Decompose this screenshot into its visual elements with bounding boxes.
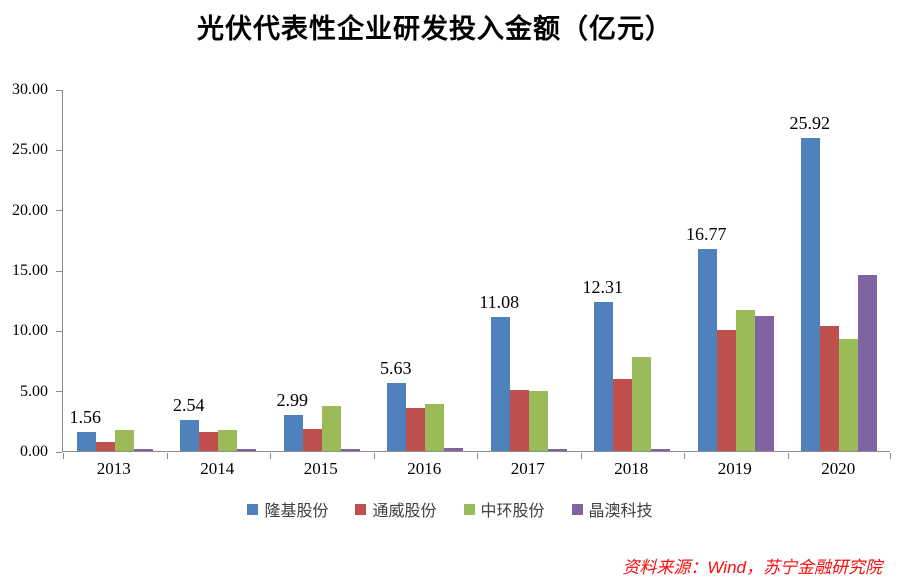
x-axis-tick [166,453,168,459]
legend-label: 中环股份 [480,503,545,520]
bar-隆基股份-2015 [283,414,303,451]
y-axis-label: 20.00 [12,201,48,219]
bar-中环股份-2017 [528,391,548,451]
legend-swatch [247,503,259,515]
legend-item-通威股份: 通威股份 [355,497,437,521]
bar-隆基股份-2016 [387,383,407,451]
x-axis-tick [63,453,64,459]
bar-通威股份-2015 [302,428,322,451]
y-axis-label: 25.00 [12,141,48,159]
y-axis-label: 0.00 [20,443,48,460]
bar-隆基股份-2014 [180,420,200,451]
chart-title: 光伏代表性企业研发投入金额（亿元） [197,14,673,44]
bar-通威股份-2014 [199,432,219,451]
x-axis-label: 2016 [407,459,442,478]
bar-通威股份-2019 [716,330,736,451]
plot-area [56,89,891,459]
x-axis-label: 2020 [821,459,856,478]
bar-中环股份-2018 [632,357,652,451]
bar-通威股份-2016 [406,407,426,451]
bar-中环股份-2015 [321,406,341,451]
bar-通威股份-2018 [613,378,633,451]
y-axis-tick [56,330,62,332]
x-axis-label: 2018 [614,459,649,478]
y-axis-label: 5.00 [20,382,48,400]
bar-data-label: 2.99 [276,389,309,410]
bar-通威股份-2017 [509,390,529,451]
bar-data-label: 25.92 [789,113,831,134]
x-axis-label: 2017 [510,459,545,478]
y-axis-tick [56,391,62,393]
x-axis-label: 2015 [303,459,338,478]
bar-data-label: 16.77 [686,223,727,244]
bar-晶澳科技-2014 [237,449,257,451]
bar-隆基股份-2019 [697,248,717,451]
bar-晶澳科技-2019 [754,315,774,451]
bar-隆基股份-2013 [76,432,96,451]
bar-晶澳科技-2013 [133,449,153,451]
bar-隆基股份-2017 [490,317,510,451]
chart-legend: 隆基股份 通威股份 中环股份 晶澳科技 [0,497,900,521]
y-axis-tick [56,270,62,272]
legend-item-晶澳科技: 晶澳科技 [571,497,653,521]
bar-中环股份-2013 [114,429,134,451]
y-axis-label: 15.00 [12,262,48,279]
bar-晶澳科技-2015 [340,449,360,451]
bar-data-label: 1.56 [69,407,102,428]
legend-item-中环股份: 中环股份 [463,497,545,521]
y-axis-tick [56,149,62,151]
bar-中环股份-2020 [839,338,859,451]
bar-通威股份-2020 [820,325,840,451]
bar-中环股份-2019 [735,309,755,451]
bar-data-label: 2.54 [173,395,205,416]
x-axis-tick [270,453,271,459]
bar-晶澳科技-2020 [858,274,878,451]
bar-晶澳科技-2018 [651,448,671,451]
x-axis-tick [684,453,685,459]
x-axis-label: 2013 [96,459,131,478]
bar-data-label: 11.08 [479,292,520,313]
legend-swatch [571,503,583,515]
legend-swatch [463,503,475,515]
source-note: 资料来源：Wind，苏宁金融研究院 [622,558,882,577]
x-axis-tick [580,453,582,459]
x-axis-tick [373,453,375,459]
bar-data-label: 12.31 [582,277,624,298]
y-axis-label: 10.00 [12,322,48,340]
legend-swatch [355,503,367,515]
bar-晶澳科技-2016 [444,447,464,451]
legend-label: 隆基股份 [264,503,329,520]
x-axis-tick [477,453,478,459]
bar-中环股份-2016 [425,403,445,451]
bar-通威股份-2013 [95,441,115,451]
bar-隆基股份-2018 [594,302,614,451]
y-axis-tick [56,451,62,453]
bar-中环股份-2014 [218,429,238,451]
y-axis-label: 30.00 [12,81,48,98]
x-axis-label: 2014 [200,459,235,478]
bar-data-label: 5.63 [380,358,412,379]
y-axis-tick [56,89,62,91]
x-axis-tick [890,453,891,459]
bar-隆基股份-2020 [801,138,821,451]
legend-item-隆基股份: 隆基股份 [247,497,328,521]
bar-晶澳科技-2017 [547,448,567,451]
legend-label: 通威股份 [372,503,437,520]
legend-label: 晶澳科技 [588,503,653,520]
x-axis-label: 2019 [717,459,752,478]
y-axis-tick [56,210,62,212]
x-axis-tick [787,453,789,459]
